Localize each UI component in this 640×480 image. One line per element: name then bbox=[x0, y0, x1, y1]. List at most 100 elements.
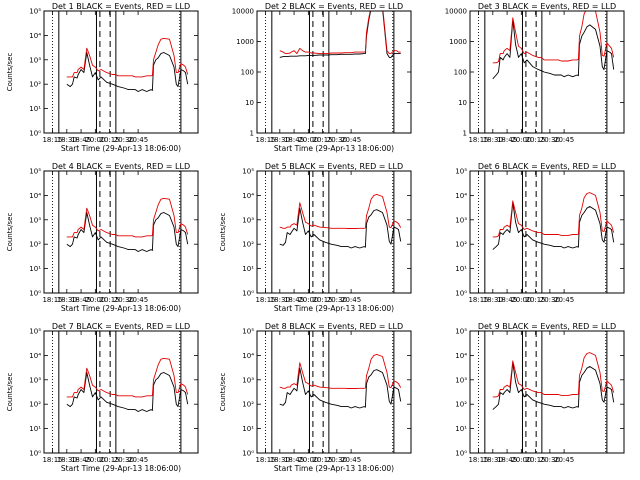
chart-svg: 18:1518:3018:4520:0020:1520:3020:4510⁰10… bbox=[219, 162, 412, 313]
x-tick-label: 20:15 bbox=[312, 136, 332, 144]
detector-panel-6: 18:15 18:30 18:45 20:00 20:15 20:30 20:45 10⁰ 10… bbox=[426, 160, 639, 320]
detector-panel-5: 18:15 18:30 18:45 20:00 20:15 20:30 20:45 10⁰ 10… bbox=[213, 160, 426, 320]
y-tick-label: 10⁰ bbox=[455, 290, 467, 298]
y-tick-label: 10 bbox=[245, 99, 254, 107]
y-tick-label: 1 bbox=[250, 130, 254, 138]
x-tick-label: 18:45 bbox=[284, 136, 304, 144]
x-tick-label: 20:00 bbox=[511, 456, 531, 464]
chart-title: Det 8 BLACK = Events, RED = LLD bbox=[265, 322, 403, 331]
y-tick-label: 10⁴ bbox=[29, 192, 41, 200]
x-tick-label: 18:30 bbox=[270, 136, 290, 144]
x-tick-label: 20:15 bbox=[525, 296, 545, 304]
time-markers bbox=[52, 331, 182, 453]
x-tick-label: 18:30 bbox=[483, 296, 503, 304]
plot-frame bbox=[43, 10, 199, 134]
detector-panel-4: 18:15 18:30 18:45 20:00 20:15 20:30 20:45 10⁰ 10… bbox=[0, 160, 213, 320]
x-tick-label: 20:00 bbox=[85, 136, 105, 144]
x-tick-label: 18:45 bbox=[497, 296, 517, 304]
y-tick-label: 10³ bbox=[455, 216, 467, 224]
y-tick-label: 10² bbox=[242, 241, 254, 249]
series-line-events bbox=[66, 212, 189, 252]
y-axis: 1 10 100 1000 10000 bbox=[232, 8, 411, 138]
x-tick-label: 18:15 bbox=[468, 456, 488, 464]
y-tick-label: 10⁰ bbox=[29, 450, 41, 458]
x-tick-label: 18:30 bbox=[57, 296, 77, 304]
y-tick-label: 10⁰ bbox=[29, 290, 41, 298]
y-axis: 10⁰ 10¹ 10² 10³ 10⁴ 10⁵ bbox=[29, 328, 198, 458]
y-tick-label: 10¹ bbox=[242, 265, 254, 273]
y-tick-label: 10⁰ bbox=[29, 130, 41, 138]
series-line-lld bbox=[492, 352, 615, 398]
x-tick-label: 20:30 bbox=[540, 296, 560, 304]
x-axis-label: Start Time (29-Apr-13 18:06:00) bbox=[274, 304, 394, 313]
x-tick-label: 20:00 bbox=[511, 136, 531, 144]
series-line-lld bbox=[66, 357, 189, 398]
x-tick-label: 20:45 bbox=[128, 136, 148, 144]
y-axis: 10⁰ 10¹ 10² 10³ 10⁴ 10⁵ bbox=[242, 328, 411, 458]
y-axis-label: Counts/sec bbox=[6, 53, 14, 92]
x-tick-label: 20:30 bbox=[540, 136, 560, 144]
y-tick-label: 10³ bbox=[455, 376, 467, 384]
y-tick-label: 10² bbox=[455, 241, 467, 249]
y-axis: 10⁰ 10¹ 10² 10³ 10⁴ 10⁵ bbox=[29, 8, 198, 138]
time-markers bbox=[265, 11, 395, 133]
y-tick-label: 10⁴ bbox=[455, 352, 467, 360]
x-tick-label: 20:15 bbox=[312, 296, 332, 304]
x-tick-label: 20:30 bbox=[327, 456, 347, 464]
x-tick-label: 20:15 bbox=[99, 296, 119, 304]
x-tick-label: 18:30 bbox=[57, 136, 77, 144]
y-tick-label: 1000 bbox=[236, 38, 254, 46]
x-tick-label: 18:30 bbox=[483, 456, 503, 464]
x-tick-label: 18:15 bbox=[255, 296, 275, 304]
x-tick-label: 20:00 bbox=[85, 456, 105, 464]
y-tick-label: 10⁰ bbox=[242, 290, 254, 298]
x-tick-label: 20:00 bbox=[298, 456, 318, 464]
x-tick-label: 20:00 bbox=[511, 296, 531, 304]
plot-frame bbox=[469, 10, 625, 134]
y-tick-label: 10⁵ bbox=[29, 168, 41, 176]
detector-panel-8: 18:15 18:30 18:45 20:00 20:15 20:30 20:45 10⁰ 10… bbox=[213, 320, 426, 480]
y-tick-label: 10³ bbox=[242, 376, 254, 384]
chart-title: Det 6 BLACK = Events, RED = LLD bbox=[478, 162, 616, 171]
x-tick-label: 20:15 bbox=[525, 136, 545, 144]
y-tick-label: 10³ bbox=[29, 376, 41, 384]
x-tick-label: 20:45 bbox=[554, 456, 574, 464]
y-tick-label: 10⁵ bbox=[29, 328, 41, 336]
y-tick-label: 10⁴ bbox=[242, 352, 254, 360]
y-tick-label: 10¹ bbox=[29, 105, 41, 113]
time-markers bbox=[52, 11, 182, 133]
x-tick-label: 18:15 bbox=[42, 456, 62, 464]
chart-title: Det 1 BLACK = Events, RED = LLD bbox=[52, 2, 190, 11]
chart-title: Det 9 BLACK = Events, RED = LLD bbox=[478, 322, 616, 331]
series-line-lld bbox=[492, 192, 615, 238]
series-line-events bbox=[279, 11, 401, 58]
series-line-events bbox=[492, 362, 615, 410]
x-tick-label: 18:15 bbox=[468, 296, 488, 304]
y-tick-label: 10² bbox=[29, 81, 41, 89]
series-line-events bbox=[66, 372, 189, 412]
chart-svg: 18:1518:3018:4520:0020:1520:3020:4510⁰10… bbox=[455, 322, 625, 464]
x-tick-label: 20:00 bbox=[298, 296, 318, 304]
y-axis-label: Counts/sec bbox=[219, 213, 227, 252]
series-line-events bbox=[279, 207, 402, 249]
x-tick-label: 20:45 bbox=[554, 136, 574, 144]
y-tick-label: 10⁰ bbox=[242, 450, 254, 458]
y-tick-label: 10 bbox=[458, 99, 467, 107]
x-tick-label: 18:15 bbox=[42, 296, 62, 304]
y-tick-label: 10000 bbox=[445, 8, 467, 16]
x-axis-label: Start Time (29-Apr-13 18:06:00) bbox=[61, 144, 181, 153]
chart-title: Det 3 BLACK = Events, RED = LLD bbox=[478, 2, 616, 11]
x-tick-label: 20:15 bbox=[525, 456, 545, 464]
x-tick-label: 20:30 bbox=[114, 136, 134, 144]
x-tick-label: 18:30 bbox=[57, 456, 77, 464]
